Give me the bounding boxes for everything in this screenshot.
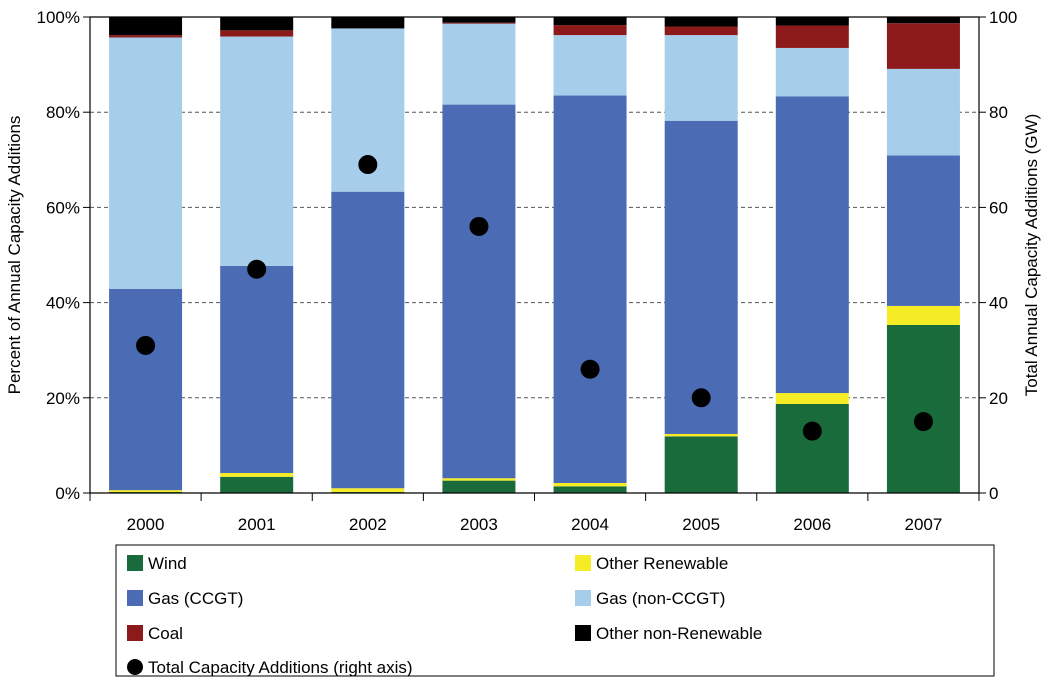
legend-label: Total Capacity Additions (right axis) [148, 658, 413, 677]
total-capacity-point [580, 359, 600, 379]
bar-segment-gas-non-ccgt- [553, 35, 627, 96]
bar-segment-other-renewable [220, 473, 294, 477]
bar-segment-coal [220, 30, 294, 37]
bar-segment-other-renewable [331, 488, 405, 493]
y2-axis-title: Total Annual Capacity Additions (GW) [1022, 114, 1041, 397]
bar-segment-other-renewable [886, 305, 960, 325]
x-tick-label: 2005 [682, 515, 720, 534]
bar-segment-coal [886, 23, 960, 69]
legend-swatch [127, 625, 143, 641]
bar-segment-wind [886, 324, 960, 493]
bar-segment-other-renewable [775, 393, 849, 404]
legend-label: Other non-Renewable [596, 624, 762, 643]
legend-box [115, 544, 995, 677]
bar-segment-gas-non-ccgt- [442, 23, 516, 105]
total-capacity-point [358, 155, 378, 175]
y2-tick-label: 20 [989, 389, 1008, 408]
total-capacity-point [247, 259, 267, 279]
y-axis-title: Percent of Annual Capacity Additions [5, 116, 24, 395]
bar-segment-coal [442, 22, 516, 24]
bar-segment-other-non-renewable [442, 17, 516, 23]
bar-segment-other-renewable [553, 483, 627, 487]
y-tick-label: 100% [37, 8, 80, 27]
x-tick-label: 2000 [127, 515, 165, 534]
legend: Wind Other Renewable Gas (CCGT) Gas (non-CC… [115, 544, 995, 677]
axes: 2000 2001 2002 2003 2004 2005 2006 2007 0% 20% 40%… [37, 8, 1018, 534]
bar-segment-other-non-renewable [553, 17, 627, 26]
bar-segment-other-renewable [109, 490, 183, 493]
y2-tick-label: 80 [989, 103, 1008, 122]
y-tick-label: 60% [46, 198, 80, 217]
bar-segment-wind [442, 480, 516, 493]
legend-label: Other Renewable [596, 554, 728, 573]
bar-segment-wind [553, 486, 627, 493]
x-tick-label: 2006 [793, 515, 831, 534]
legend-label: Gas (non-CCGT) [596, 589, 725, 608]
legend-label: Gas (CCGT) [148, 589, 243, 608]
legend-swatch [127, 590, 143, 606]
bar-segment-coal [553, 25, 627, 36]
total-capacity-point [469, 216, 489, 236]
y-tick-label: 80% [46, 103, 80, 122]
bar-segment-gas-ccgt- [775, 96, 849, 394]
bar-segment-gas-ccgt- [886, 155, 960, 306]
bar-segment-coal [664, 26, 738, 36]
bar-segment-gas-ccgt- [664, 120, 738, 434]
legend-label: Coal [148, 624, 183, 643]
total-capacity-points [136, 155, 933, 441]
bar-segment-gas-non-ccgt- [109, 37, 183, 289]
bar-segment-gas-ccgt- [553, 95, 627, 484]
x-tick-label: 2002 [349, 515, 387, 534]
y-tick-label: 40% [46, 294, 80, 313]
legend-swatch [575, 555, 591, 571]
y2-tick-label: 0 [989, 484, 998, 503]
bar-segment-wind [775, 403, 849, 493]
total-capacity-point [136, 335, 156, 355]
total-capacity-point [691, 388, 711, 408]
x-tick-label: 2007 [905, 515, 943, 534]
stacked-bars [109, 17, 960, 493]
total-capacity-point [913, 412, 933, 432]
x-tick-label: 2004 [571, 515, 609, 534]
x-tick-label: 2001 [238, 515, 276, 534]
legend-label: Wind [148, 554, 187, 573]
bar-segment-other-non-renewable [775, 17, 849, 26]
y2-tick-label: 100 [989, 8, 1017, 27]
bar-segment-gas-non-ccgt- [220, 36, 294, 266]
legend-swatch [575, 590, 591, 606]
bar-segment-gas-non-ccgt- [886, 68, 960, 156]
bar-segment-coal [109, 35, 183, 38]
bar-segment-wind [220, 476, 294, 493]
y2-tick-label: 40 [989, 294, 1008, 313]
bar-segment-other-renewable [664, 433, 738, 437]
y-tick-label: 20% [46, 389, 80, 408]
bar-segment-wind [664, 436, 738, 493]
bar-segment-gas-ccgt- [109, 288, 183, 491]
bar-segment-other-renewable [442, 478, 516, 481]
legend-swatch [575, 625, 591, 641]
legend-swatch-circle [127, 659, 143, 675]
bar-segment-other-non-renewable [886, 17, 960, 24]
bar-segment-other-non-renewable [220, 17, 294, 31]
bar-segment-gas-ccgt- [331, 191, 405, 489]
total-capacity-point [802, 421, 822, 441]
bar-segment-gas-non-ccgt- [664, 35, 738, 121]
bar-segment-other-non-renewable [109, 17, 183, 36]
x-tick-label: 2003 [460, 515, 498, 534]
bar-segment-other-non-renewable [664, 17, 738, 27]
bar-segment-other-non-renewable [331, 17, 405, 29]
legend-swatch [127, 555, 143, 571]
bar-segment-gas-non-ccgt- [775, 47, 849, 97]
y-tick-label: 0% [55, 484, 80, 503]
bar-segment-coal [775, 25, 849, 48]
bar-segment-gas-ccgt- [220, 265, 294, 474]
bar-segment-gas-ccgt- [442, 104, 516, 479]
y2-tick-label: 60 [989, 198, 1008, 217]
